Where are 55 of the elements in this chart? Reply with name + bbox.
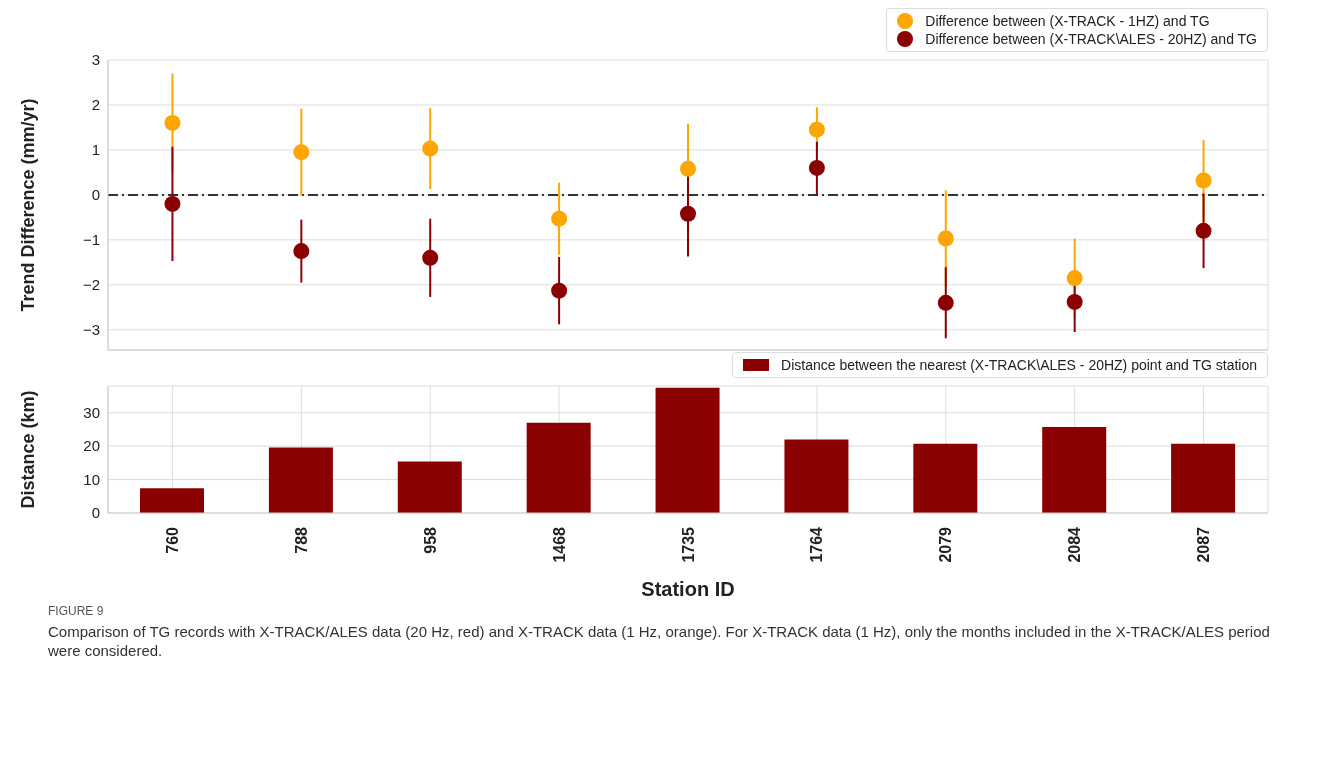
point [937,230,954,247]
y-tick-label: −3 [82,321,100,339]
x-tick-label: 1468 [550,526,568,563]
point [551,282,568,299]
bar [140,488,204,513]
point [680,205,696,222]
text: Comparison of TG records with X-TRACK/ALES data (20 Hz, red) and X-TRACK data (1 Hz, orange). For X-TRACK data (1 Hz), only the months included in the X-TRACK/ALES period were considered. [48,621,1271,661]
legend-label: Difference between (X-TRACK\ALES - 20HZ) and TG [925,31,1257,47]
point [164,195,181,212]
x-tick-label: 2084 [1066,526,1084,563]
point [808,121,825,138]
caption: FIGURE 9 [48,604,105,620]
point [293,243,310,260]
y-axis-title: Trend Difference (mm/yr) [18,98,39,312]
y-tick-label: −2 [82,276,100,294]
bar [913,443,978,513]
x-tick-label: 788 [292,526,310,554]
x-tick-label: 1735 [679,526,697,563]
point [937,294,954,311]
point [551,210,568,227]
point [293,144,310,161]
y-tick-label: −1 [82,231,100,249]
x-tick-label: 958 [421,526,439,554]
x-axis-title: Station ID [641,578,735,600]
bar [1171,443,1236,513]
y-tick-label: 20 [83,437,100,455]
y-tick-label: 2 [91,96,100,114]
y-tick-label: 1 [91,141,100,159]
bar [268,447,333,513]
y-tick-label: 0 [91,186,100,204]
x-tick-label: 2087 [1195,526,1213,563]
y-tick-label: 0 [91,504,100,522]
point [422,249,439,266]
y-tick-label: 30 [83,404,100,422]
point [680,160,696,177]
point [1195,172,1212,189]
point [1066,270,1083,287]
bar [526,422,591,513]
point [1195,222,1212,239]
legend-label: Difference between (X-TRACK - 1HZ) and TG [925,13,1210,29]
x-tick-label: 760 [163,526,181,554]
bar [784,439,849,513]
x-tick-label: 2079 [937,526,955,563]
y-tick-label: 3 [91,51,100,69]
point [808,159,825,176]
bar [1042,427,1107,513]
bar [397,461,462,513]
x-tick-label: 1764 [808,526,826,563]
point [164,114,181,131]
y-axis-title: Distance (km) [18,390,39,509]
legend-label: Distance between the nearest (X-TRACK\ALES - 20HZ) point and TG station [781,357,1257,373]
point [1066,293,1083,310]
y-tick-label: 10 [83,470,100,488]
bar [655,387,720,513]
point [422,140,439,157]
